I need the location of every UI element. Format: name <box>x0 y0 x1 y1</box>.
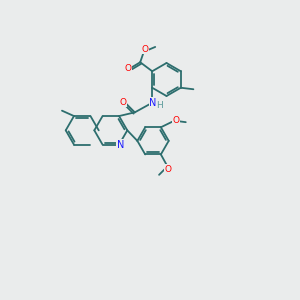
Text: O: O <box>125 64 132 73</box>
Text: N: N <box>149 98 157 108</box>
Text: O: O <box>120 98 127 107</box>
Text: O: O <box>173 116 180 124</box>
Text: O: O <box>142 44 148 53</box>
Text: O: O <box>164 165 171 174</box>
Text: H: H <box>156 101 163 110</box>
Text: N: N <box>117 140 124 150</box>
